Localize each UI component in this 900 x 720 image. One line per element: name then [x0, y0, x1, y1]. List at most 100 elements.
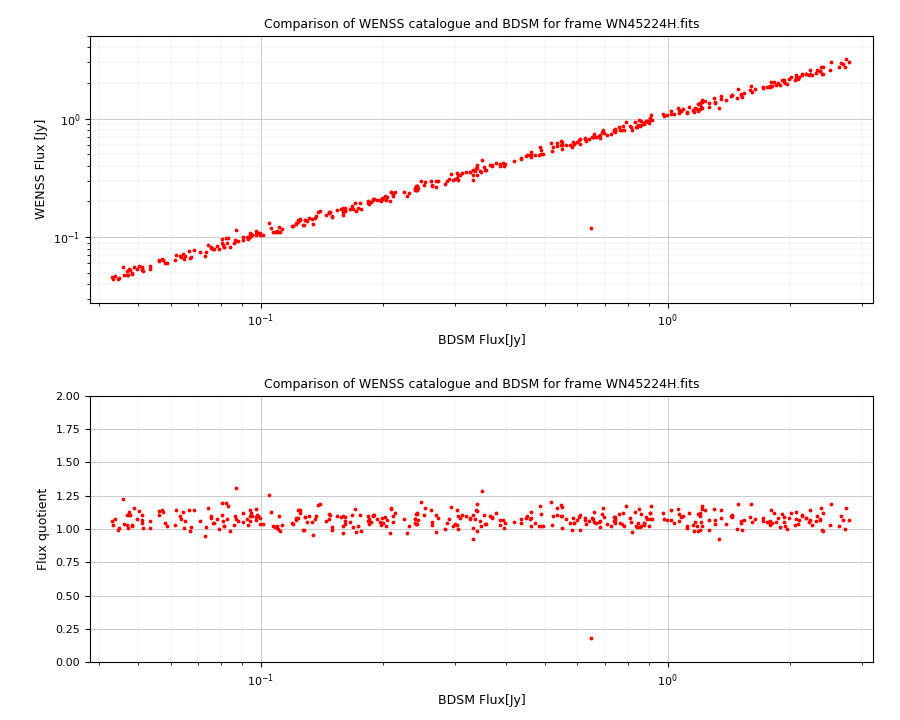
Point [223, 525, 238, 536]
Point [322, 206, 337, 217]
Point [121, 269, 135, 281]
Point [383, 503, 398, 514]
Point [117, 518, 131, 530]
Point [143, 263, 157, 274]
Point [449, 519, 464, 531]
Point [249, 514, 264, 526]
Point [690, 525, 705, 536]
Point [201, 502, 215, 513]
Point [245, 229, 259, 240]
Point [784, 507, 798, 518]
Point [386, 510, 400, 521]
Point [795, 69, 809, 81]
Point [544, 496, 558, 508]
Point [354, 203, 368, 215]
Point [364, 197, 378, 208]
Point [775, 508, 789, 520]
Point [214, 498, 229, 509]
Point [219, 497, 233, 508]
Point [507, 517, 521, 528]
Point [803, 68, 817, 79]
Point [274, 224, 289, 235]
Point [693, 524, 707, 536]
Point [789, 69, 804, 81]
Point [292, 213, 307, 225]
Point [632, 114, 646, 125]
Point [178, 516, 193, 527]
Point [285, 220, 300, 232]
Point [273, 525, 287, 536]
Point [572, 511, 586, 523]
Point [453, 169, 467, 181]
Point [306, 218, 320, 230]
Point [748, 513, 762, 524]
Point [309, 510, 323, 522]
Point [306, 529, 320, 541]
Point [453, 513, 467, 524]
Point [472, 516, 487, 527]
Point [772, 521, 787, 532]
Point [772, 79, 787, 91]
Point [178, 251, 193, 262]
Point [498, 518, 512, 529]
Point [156, 253, 170, 265]
Point [778, 78, 792, 89]
Point [271, 523, 285, 535]
Point [245, 510, 259, 521]
Point [168, 254, 183, 266]
Point [608, 511, 622, 523]
Point [295, 524, 310, 536]
Point [236, 516, 250, 528]
Point [693, 97, 707, 109]
Point [353, 509, 367, 521]
Point [690, 99, 705, 110]
Point [743, 80, 758, 91]
Point [446, 521, 460, 532]
Point [558, 513, 572, 525]
Point [619, 117, 634, 128]
Point [584, 222, 598, 233]
Point [386, 188, 400, 199]
Point [760, 517, 774, 528]
Point [554, 501, 569, 513]
Point [122, 509, 136, 521]
Point [204, 242, 219, 253]
Point [799, 68, 814, 80]
Point [638, 511, 652, 523]
Point [410, 184, 424, 196]
Point [135, 514, 149, 526]
Point [336, 209, 350, 220]
Point [410, 518, 424, 530]
Point [550, 140, 564, 151]
Point [534, 149, 548, 161]
Point [607, 124, 621, 135]
Point [242, 515, 256, 526]
Point [111, 524, 125, 536]
Point [836, 514, 850, 526]
Point [638, 115, 652, 127]
Point [763, 76, 778, 88]
Point [706, 92, 721, 104]
Point [687, 106, 701, 117]
Point [176, 248, 190, 259]
Point [455, 509, 470, 521]
Point [615, 518, 629, 530]
Point [463, 166, 477, 178]
Point [640, 513, 654, 525]
Point [124, 268, 139, 279]
Point [527, 518, 542, 529]
Point [174, 513, 188, 524]
Point [779, 78, 794, 89]
Point [325, 211, 339, 222]
Point [712, 533, 726, 544]
Point [425, 519, 439, 531]
Point [534, 508, 548, 520]
Point [767, 76, 781, 88]
Point [550, 509, 564, 521]
Point [410, 180, 425, 192]
Point [587, 132, 601, 143]
Point [823, 519, 837, 531]
Point [437, 178, 452, 189]
Point [374, 192, 389, 204]
Point [634, 521, 648, 533]
